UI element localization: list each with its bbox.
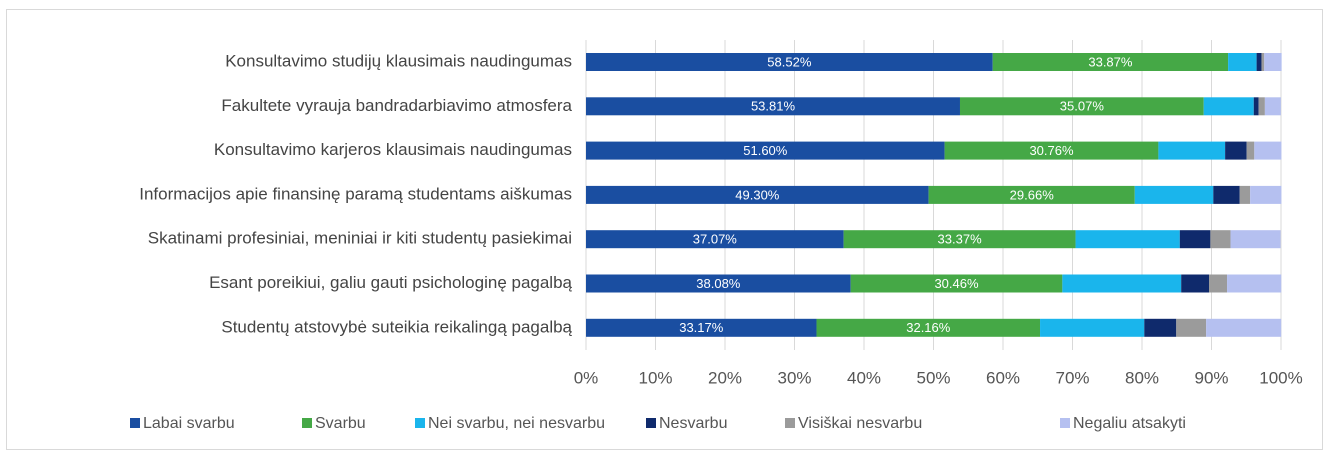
data-label: 33.87%: [1088, 54, 1133, 69]
category-label: Skatinami profesiniai, meniniai ir kiti …: [148, 229, 572, 248]
legend-swatch: [785, 418, 795, 428]
bar-segment: [586, 318, 817, 337]
bar-segment: [1261, 53, 1265, 71]
bar-segment: [586, 53, 993, 71]
bar-segment: [1228, 53, 1257, 71]
x-tick-label: 50%: [916, 368, 950, 387]
bar-segment: [586, 141, 945, 160]
bar-segment: [1179, 230, 1211, 249]
bar-segment: [1181, 274, 1209, 293]
data-label: 33.37%: [938, 232, 983, 247]
legend-swatch: [1060, 418, 1070, 428]
category-label: Studentų atstovybė suteikia reikalingą p…: [221, 317, 572, 336]
bar-segment: [586, 97, 960, 116]
legend-swatch: [646, 418, 656, 428]
legend-label: Nesvarbu: [659, 415, 727, 432]
bar-segment: [586, 230, 844, 249]
bar-segment: [959, 97, 1204, 116]
bar-segment: [944, 141, 1159, 160]
legend-label: Svarbu: [315, 415, 366, 432]
bar-segment: [1227, 274, 1282, 293]
bar-segment: [586, 274, 851, 293]
category-label: Konsultavimo studijų klausimais naudingu…: [225, 51, 572, 70]
legend-label: Visiškai nesvarbu: [798, 415, 922, 432]
bar-segment: [1208, 274, 1228, 293]
x-tick-label: 70%: [1055, 368, 1089, 387]
bar-segment: [1264, 53, 1282, 71]
legend-swatch: [302, 418, 312, 428]
data-label: 29.66%: [1010, 187, 1055, 202]
x-tick-label: 0%: [574, 368, 599, 387]
x-tick-label: 60%: [986, 368, 1020, 387]
x-tick-label: 10%: [638, 368, 672, 387]
bar-segment: [1144, 318, 1177, 337]
x-tick-label: 20%: [708, 368, 742, 387]
bar-segment: [1254, 141, 1282, 160]
bar-segment: [1258, 97, 1265, 116]
bar-segment: [816, 318, 1041, 337]
bar-segment: [1239, 185, 1251, 204]
bar-segment: [1256, 53, 1262, 71]
bar-segment: [992, 53, 1229, 71]
bar-segment: [1134, 185, 1214, 204]
data-label: 58.52%: [767, 54, 812, 69]
category-label: Esant poreikiui, galiu gauti psichologin…: [209, 273, 572, 292]
bar-segment: [1253, 97, 1259, 116]
x-tick-label: 40%: [847, 368, 881, 387]
bar-segment: [1075, 230, 1180, 249]
category-label: Informacijos apie finansinę paramą stude…: [139, 184, 572, 203]
bar-segment: [1158, 141, 1226, 160]
bar-segment: [1040, 318, 1145, 337]
x-tick-label: 30%: [777, 368, 811, 387]
bar-segment: [843, 230, 1076, 249]
data-label: 37.07%: [693, 232, 738, 247]
bar-segment: [1210, 230, 1231, 249]
data-label: 32.16%: [906, 320, 951, 335]
bar-segment: [850, 274, 1063, 293]
x-tick-label: 100%: [1259, 368, 1302, 387]
x-tick-label: 80%: [1125, 368, 1159, 387]
legend-swatch: [415, 418, 425, 428]
legend-label: Nei svarbu, nei nesvarbu: [428, 415, 605, 432]
legend-swatch: [130, 418, 140, 428]
category-label: Fakultete vyrauja bandradarbiavimo atmos…: [221, 96, 572, 115]
legend-label: Labai svarbu: [143, 415, 235, 432]
bar-segment: [1230, 230, 1281, 249]
bar-segment: [1225, 141, 1247, 160]
bar-segment: [1246, 141, 1255, 160]
chart-border: [6, 9, 1323, 450]
data-label: 35.07%: [1060, 99, 1105, 114]
data-label: 33.17%: [679, 320, 724, 335]
bar-segment: [1250, 185, 1282, 204]
bar-segment: [928, 185, 1135, 204]
data-label: 51.60%: [743, 143, 788, 158]
bar-segment: [1206, 318, 1282, 337]
bar-segment: [1062, 274, 1182, 293]
data-label: 49.30%: [735, 187, 780, 202]
data-label: 53.81%: [751, 99, 796, 114]
data-label: 38.08%: [696, 276, 741, 291]
bar-segment: [1176, 318, 1207, 337]
bar-segment: [1264, 97, 1281, 116]
data-label: 30.46%: [934, 276, 979, 291]
bar-segment: [1213, 185, 1240, 204]
x-tick-label: 90%: [1194, 368, 1228, 387]
bar-segment: [1203, 97, 1254, 116]
category-label: Konsultavimo karjeros klausimais nauding…: [214, 140, 572, 159]
bar-segment: [586, 185, 929, 204]
data-label: 30.76%: [1029, 143, 1074, 158]
legend-label: Negaliu atsakyti: [1073, 415, 1186, 432]
